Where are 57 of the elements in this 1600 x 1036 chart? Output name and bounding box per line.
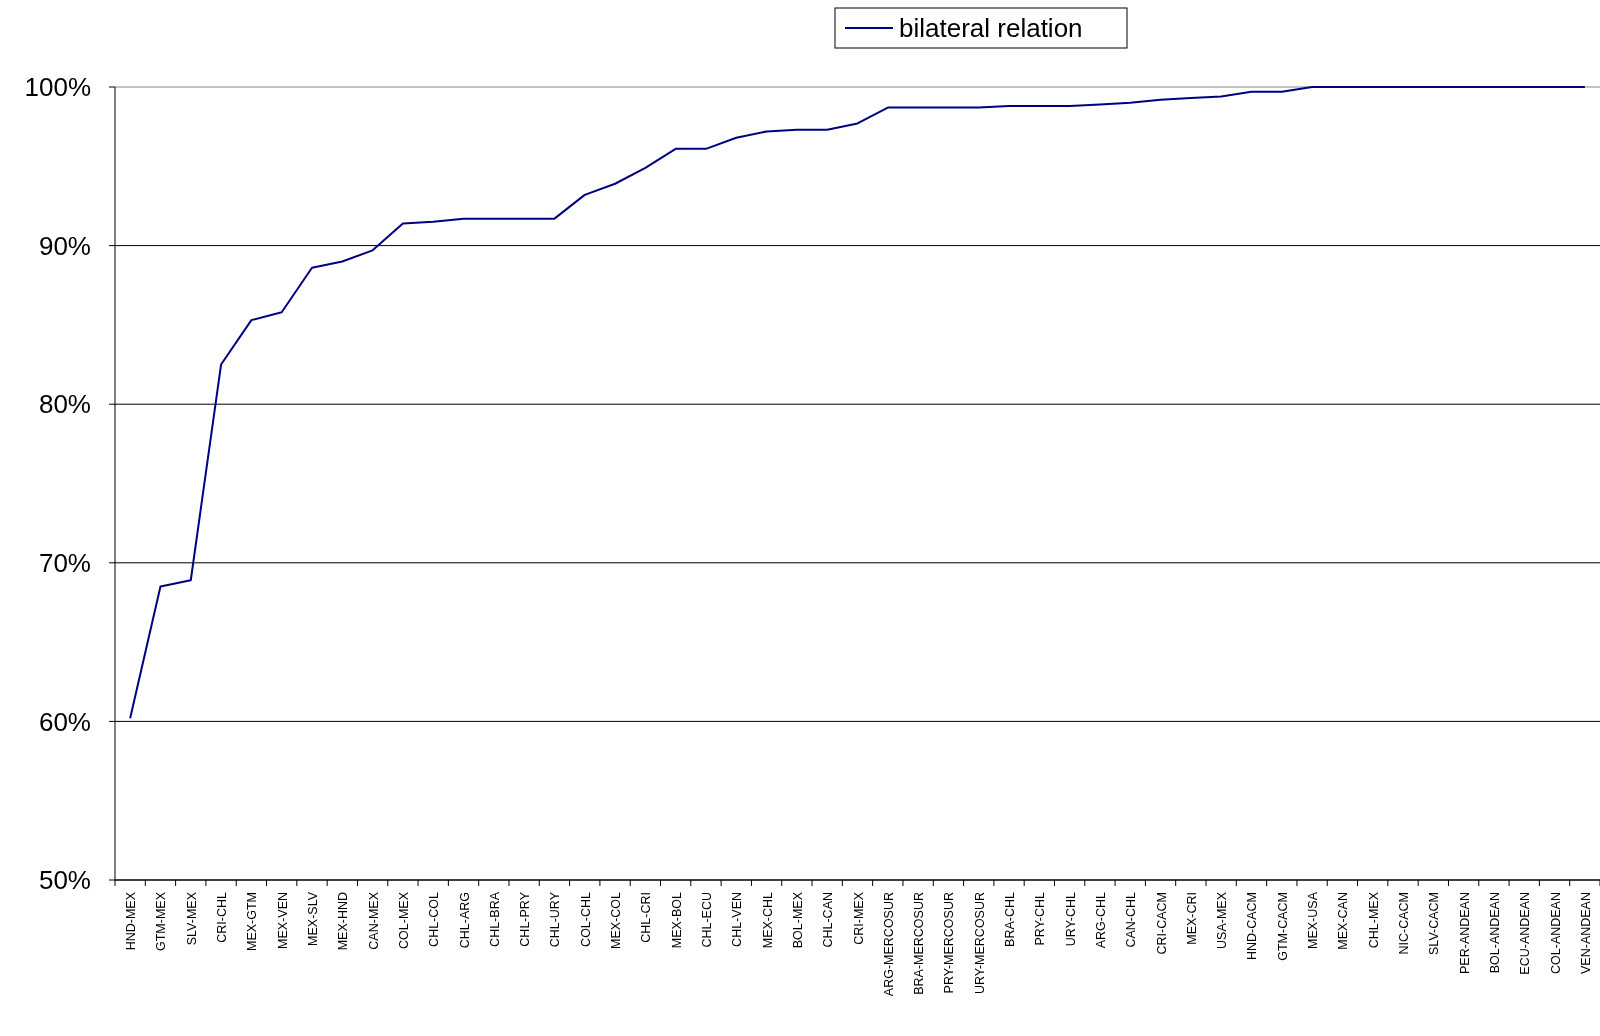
x-tick-label: CHL-URY	[548, 891, 563, 948]
x-tick-label: CHL-COL	[427, 891, 442, 947]
x-tick-label: BRA-CHL	[1003, 891, 1018, 947]
x-tick-label: MEX-COL	[609, 891, 624, 949]
x-tick-label: VEN-ANDEAN	[1578, 892, 1593, 974]
x-tick-label: PRY-MERCOSUR	[942, 892, 957, 994]
x-tick-label: URY-CHL	[1063, 891, 1078, 947]
x-tick-label: URY-MERCOSUR	[972, 892, 987, 995]
x-tick-label: SLV-CACM	[1427, 892, 1442, 955]
x-tick-label: ARG-MERCOSUR	[881, 892, 896, 997]
x-tick-label: HND-MEX	[124, 891, 139, 951]
x-tick-label: COL-MEX	[396, 891, 411, 949]
x-tick-label: BRA-MERCOSUR	[912, 892, 927, 995]
x-tick-label: CRI-CACM	[1154, 892, 1169, 955]
x-tick-label: CHL-CRI	[639, 892, 654, 943]
x-tick-label: CRI-CHL	[215, 891, 230, 943]
x-tick-label: COL-CHL	[578, 891, 593, 947]
y-tick-label: 60%	[38, 706, 91, 737]
x-tick-label: NIC-CACM	[1397, 892, 1412, 955]
x-tick-label: SLV-MEX	[184, 891, 199, 946]
y-tick-label: 100%	[24, 72, 91, 103]
x-tick-label: ARG-CHL	[1093, 891, 1108, 949]
x-tick-label: CAN-CHL	[1124, 891, 1139, 948]
x-tick-label: MEX-CHL	[760, 891, 775, 949]
x-tick-label: CHL-CAN	[821, 892, 836, 948]
x-tick-label: HND-CACM	[1245, 892, 1260, 961]
x-tick-label: MEX-USA	[1306, 891, 1321, 949]
x-tick-label: PRY-CHL	[1033, 891, 1048, 946]
x-tick-label: MEX-CRI	[1184, 892, 1199, 945]
x-tick-label: USA-MEX	[1215, 891, 1230, 949]
y-tick-label: 50%	[38, 865, 91, 896]
x-tick-label: CRI-MEX	[851, 891, 866, 945]
x-tick-label: GTM-MEX	[154, 891, 169, 952]
line-series	[129, 86, 1586, 720]
x-tick-label: COL-ANDEAN	[1548, 892, 1563, 974]
y-tick-label: 90%	[38, 230, 91, 261]
x-tick-label: BOL-MEX	[790, 891, 805, 949]
x-tick-label: GTM-CACM	[1275, 892, 1290, 961]
x-tick-label: CAN-MEX	[366, 891, 381, 950]
x-tick-label: CHL-ARG	[457, 892, 472, 949]
legend-label: bilateral relation	[899, 13, 1083, 44]
x-tick-label: MEX-GTM	[245, 892, 260, 952]
x-tick-label: CHL-PRY	[518, 891, 533, 947]
x-tick-label: BOL-ANDEAN	[1487, 892, 1502, 974]
x-tick-label: PER-ANDEAN	[1457, 892, 1472, 974]
x-tick-label: CHL-MEX	[1366, 891, 1381, 949]
x-tick-label: MEX-SLV	[305, 891, 320, 946]
x-tick-label: ECU-ANDEAN	[1518, 892, 1533, 975]
y-tick-label: 80%	[38, 389, 91, 420]
x-tick-label: MEX-BOL	[669, 891, 684, 949]
x-tick-label: MEX-VEN	[275, 892, 290, 949]
x-tick-label: MEX-CAN	[1336, 892, 1351, 950]
x-tick-label: CHL-VEN	[730, 892, 745, 947]
x-tick-label: CHL-BRA	[487, 891, 502, 947]
x-tick-label: MEX-HND	[336, 892, 351, 951]
x-tick-label: CHL-ECU	[699, 892, 714, 948]
y-tick-label: 70%	[38, 547, 91, 578]
